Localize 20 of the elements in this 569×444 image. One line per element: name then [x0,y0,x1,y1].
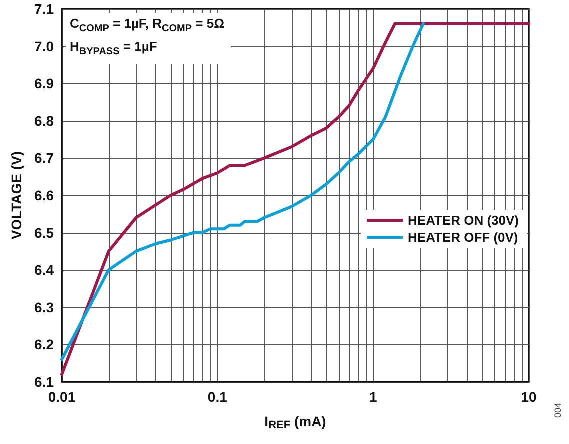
x-tick-label: 0.1 [208,389,228,405]
y-axis-title: VOLTAGE (V) [8,151,25,240]
y-tick-label: 6.7 [34,150,54,166]
y-tick-label: 6.6 [34,188,54,204]
legend-label: HEATER ON (30V) [408,213,520,228]
x-tick-label: 1 [369,389,378,405]
y-tick-label: 6.2 [34,336,54,353]
y-tick-label: 6.1 [34,374,54,390]
y-tick-label: 6.9 [34,76,54,92]
legend-label: HEATER OFF (0V) [408,230,518,245]
y-tick-label: 7.1 [34,1,54,17]
y-tick-label: 6.8 [34,112,54,129]
x-tick-label: 10 [521,389,537,405]
x-tick-label: 0.01 [48,389,76,405]
y-tick-label: 6.5 [34,224,54,241]
text: 004 [553,402,563,418]
y-tick-label: 6.4 [34,262,54,278]
y-tick-label: 7.0 [34,38,54,54]
y-tick-label: 6.3 [34,299,54,316]
condition-note: C$_{COMP}$ = 1µF, R$_{COMP}$ = 5Ω H$_{BYPASS}$ = 1µF [66,13,231,64]
